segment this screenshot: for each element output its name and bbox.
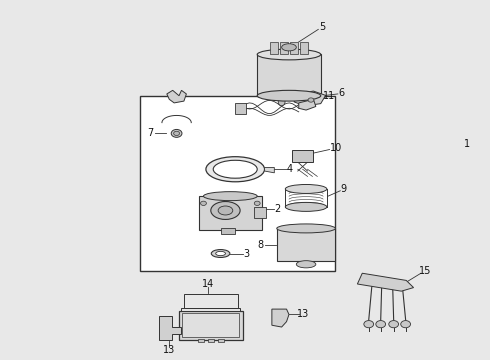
Bar xyxy=(198,196,262,230)
Ellipse shape xyxy=(216,251,225,256)
Ellipse shape xyxy=(173,131,179,135)
Ellipse shape xyxy=(213,160,257,178)
Text: 13: 13 xyxy=(163,345,175,355)
Ellipse shape xyxy=(285,202,327,211)
Ellipse shape xyxy=(282,44,296,51)
Text: 1: 1 xyxy=(464,139,470,149)
Bar xyxy=(277,228,335,261)
Polygon shape xyxy=(294,91,326,105)
Ellipse shape xyxy=(171,130,182,137)
Text: 14: 14 xyxy=(202,279,215,289)
Ellipse shape xyxy=(203,192,257,201)
Ellipse shape xyxy=(277,224,335,233)
Ellipse shape xyxy=(211,249,230,257)
Text: 9: 9 xyxy=(340,184,346,194)
Text: 2: 2 xyxy=(274,204,281,214)
Bar xyxy=(218,339,223,342)
Bar xyxy=(292,149,314,162)
Bar xyxy=(235,103,246,114)
Text: 3: 3 xyxy=(243,248,249,258)
Ellipse shape xyxy=(206,157,265,182)
Bar xyxy=(198,339,204,342)
Text: 8: 8 xyxy=(258,239,264,249)
Text: 12: 12 xyxy=(207,322,220,332)
Polygon shape xyxy=(272,309,289,327)
Bar xyxy=(181,308,240,311)
Bar xyxy=(140,96,335,271)
Bar xyxy=(254,207,266,218)
Bar xyxy=(184,294,238,308)
Text: 6: 6 xyxy=(339,88,345,98)
Ellipse shape xyxy=(218,206,233,215)
Ellipse shape xyxy=(278,98,285,106)
Polygon shape xyxy=(265,167,274,173)
Bar xyxy=(290,42,298,54)
Polygon shape xyxy=(159,316,181,339)
Ellipse shape xyxy=(254,201,260,206)
Text: 10: 10 xyxy=(330,143,342,153)
Bar xyxy=(270,42,278,54)
Ellipse shape xyxy=(376,320,386,328)
Ellipse shape xyxy=(200,201,206,206)
Ellipse shape xyxy=(285,184,327,193)
Ellipse shape xyxy=(389,320,398,328)
Bar xyxy=(182,314,239,337)
Ellipse shape xyxy=(401,320,411,328)
Ellipse shape xyxy=(211,202,240,220)
Text: 5: 5 xyxy=(319,22,325,32)
Ellipse shape xyxy=(308,98,314,102)
Polygon shape xyxy=(299,99,316,110)
Bar xyxy=(208,339,214,342)
Text: 15: 15 xyxy=(418,266,431,276)
Polygon shape xyxy=(357,273,414,291)
Text: 11: 11 xyxy=(323,91,336,101)
Bar xyxy=(179,311,243,339)
Ellipse shape xyxy=(257,49,321,60)
Bar xyxy=(257,54,321,96)
Ellipse shape xyxy=(257,90,321,101)
Bar xyxy=(280,42,288,54)
Ellipse shape xyxy=(364,320,374,328)
Ellipse shape xyxy=(296,261,316,268)
Bar xyxy=(220,228,235,234)
Text: 13: 13 xyxy=(296,310,309,319)
Text: 4: 4 xyxy=(287,164,293,174)
Polygon shape xyxy=(167,90,186,103)
Bar xyxy=(300,42,308,54)
Text: 7: 7 xyxy=(147,129,154,138)
